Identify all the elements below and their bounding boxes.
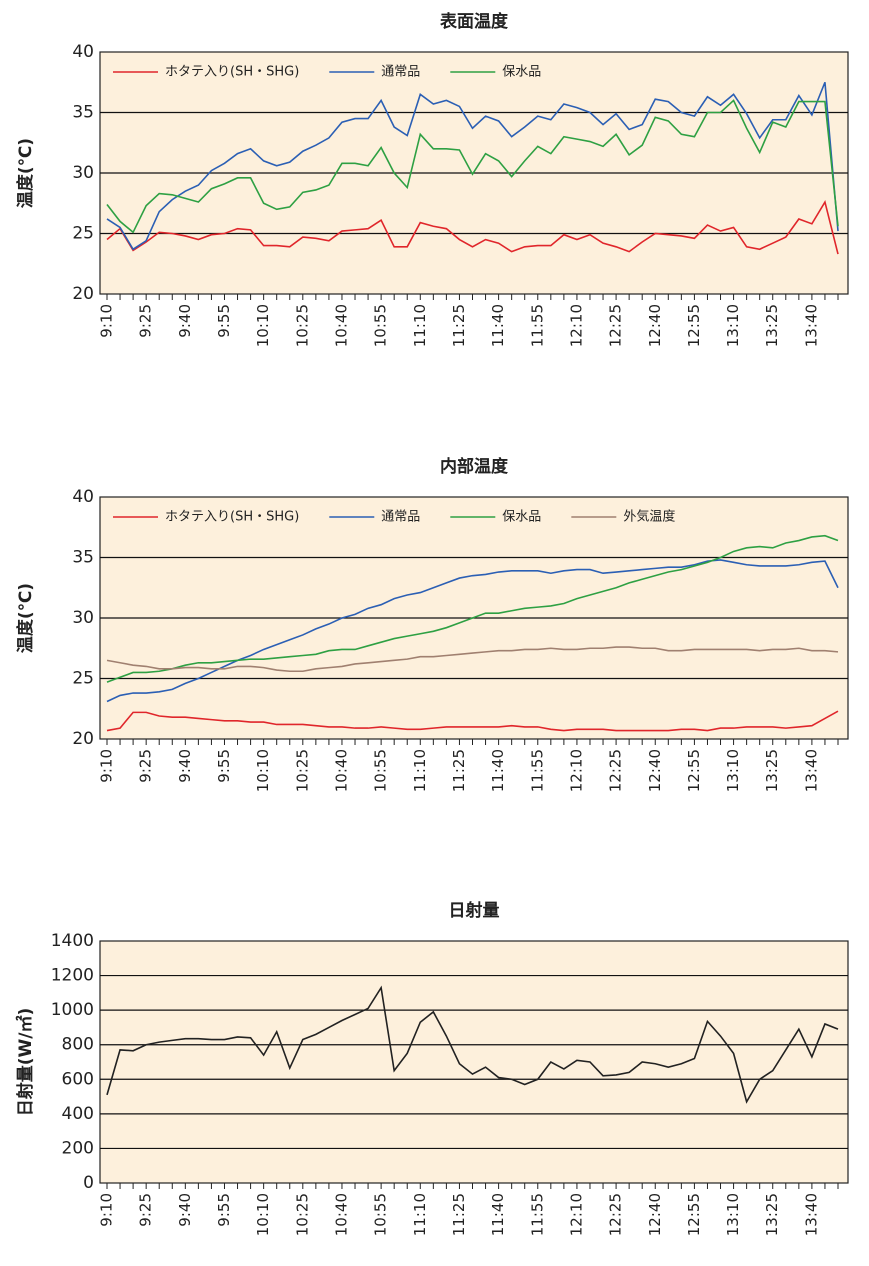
x-tick-label: 10:10 [254,1193,272,1236]
y-tick-label: 35 [72,548,94,568]
series-line [106,199,839,255]
y-axis-label: 温度(℃) [15,138,36,208]
x-tick-label: 13:10 [724,304,742,347]
x-tick-label: 11:40 [489,304,507,347]
x-tick-label: 10:25 [293,1193,311,1236]
y-tick-label: 20 [72,284,94,304]
legend-label: 保水品 [502,65,541,80]
x-tick-label: 12:40 [646,304,664,347]
x-tick-label: 9:55 [215,749,233,783]
chart-title: 表面温度 [440,11,509,32]
y-tick-label: 200 [62,1138,94,1158]
legend-label: ホタテ入り(SH・SHG) [165,65,299,80]
x-tick-label: 10:40 [332,304,350,347]
x-tick-label: 11:55 [528,1193,546,1236]
y-tick-label: 1000 [51,1000,94,1020]
series-line [106,534,839,683]
y-tick-label: 25 [72,669,94,689]
x-tick-label: 12:40 [646,1193,664,1236]
x-tick-label: 11:25 [450,1193,468,1236]
y-tick-label: 30 [72,608,94,628]
x-tick-label: 10:10 [254,304,272,347]
x-tick-label: 13:10 [724,1193,742,1236]
x-tick-label: 11:25 [450,749,468,792]
x-tick-label: 12:25 [607,304,625,347]
series-line [106,559,839,703]
series-line [106,99,839,234]
x-tick-label: 12:55 [685,1193,703,1236]
y-tick-label: 25 [72,224,94,244]
x-tick-label: 10:10 [254,749,272,792]
chart-title: 内部温度 [440,456,509,477]
x-tick-label: 9:25 [137,1193,155,1227]
y-tick-label: 40 [72,42,94,62]
x-tick-label: 11:55 [528,304,546,347]
x-tick-label: 10:55 [372,749,390,792]
x-tick-label: 12:55 [685,749,703,792]
x-tick-label: 13:25 [763,1193,781,1236]
y-tick-label: 1400 [51,931,94,951]
x-tick-label: 12:10 [567,1193,585,1236]
x-tick-label: 10:40 [332,1193,350,1236]
x-tick-label: 13:40 [802,1193,820,1236]
y-tick-label: 35 [72,103,94,123]
chart-title: 日射量 [449,900,500,921]
x-tick-label: 10:40 [332,749,350,792]
x-tick-label: 9:10 [98,749,116,783]
y-tick-label: 600 [62,1069,94,1089]
x-tick-label: 9:40 [176,1193,194,1227]
series-line [106,81,839,251]
x-tick-label: 9:40 [176,749,194,783]
x-tick-label: 12:25 [607,1193,625,1236]
x-tick-label: 9:40 [176,304,194,338]
series-line [106,646,839,673]
x-tick-label: 10:55 [372,1193,390,1236]
legend-label: ホタテ入り(SH・SHG) [165,510,299,525]
y-tick-label: 40 [72,487,94,507]
x-tick-label: 11:55 [528,749,546,792]
y-tick-label: 800 [62,1035,94,1055]
x-tick-label: 9:55 [215,304,233,338]
y-axis-label: 温度(℃) [15,583,36,653]
x-tick-label: 10:55 [372,304,390,347]
y-tick-label: 400 [62,1104,94,1124]
series-line [106,985,839,1104]
x-tick-label: 11:40 [489,1193,507,1236]
x-tick-label: 13:40 [802,749,820,792]
y-axis-label: 日射量(W/㎡) [15,1008,36,1117]
x-tick-label: 11:25 [450,304,468,347]
x-tick-label: 12:10 [567,304,585,347]
x-tick-label: 13:25 [763,304,781,347]
y-tick-label: 0 [83,1173,94,1193]
legend-label: 通常品 [381,65,420,80]
x-tick-label: 12:40 [646,749,664,792]
x-tick-label: 9:55 [215,1193,233,1227]
legend-label: 通常品 [381,510,420,525]
x-tick-label: 10:25 [293,749,311,792]
x-tick-label: 9:25 [137,304,155,338]
y-tick-label: 1200 [51,966,94,986]
x-tick-label: 12:10 [567,749,585,792]
x-tick-label: 10:25 [293,304,311,347]
y-tick-label: 20 [72,729,94,749]
legend-label: 外気温度 [623,509,675,525]
x-tick-label: 13:40 [802,304,820,347]
x-tick-label: 9:25 [137,749,155,783]
x-tick-label: 12:55 [685,304,703,347]
x-tick-label: 9:10 [98,304,116,338]
x-tick-label: 13:25 [763,749,781,792]
x-tick-label: 12:25 [607,749,625,792]
x-tick-label: 11:10 [411,1193,429,1236]
plot-area [99,940,849,1184]
y-tick-label: 30 [72,163,94,183]
x-tick-label: 11:40 [489,749,507,792]
x-tick-label: 13:10 [724,749,742,792]
x-tick-label: 11:10 [411,304,429,347]
legend-label: 保水品 [502,510,541,525]
series-line [106,710,839,732]
x-tick-label: 11:10 [411,749,429,792]
x-tick-label: 9:10 [98,1193,116,1227]
